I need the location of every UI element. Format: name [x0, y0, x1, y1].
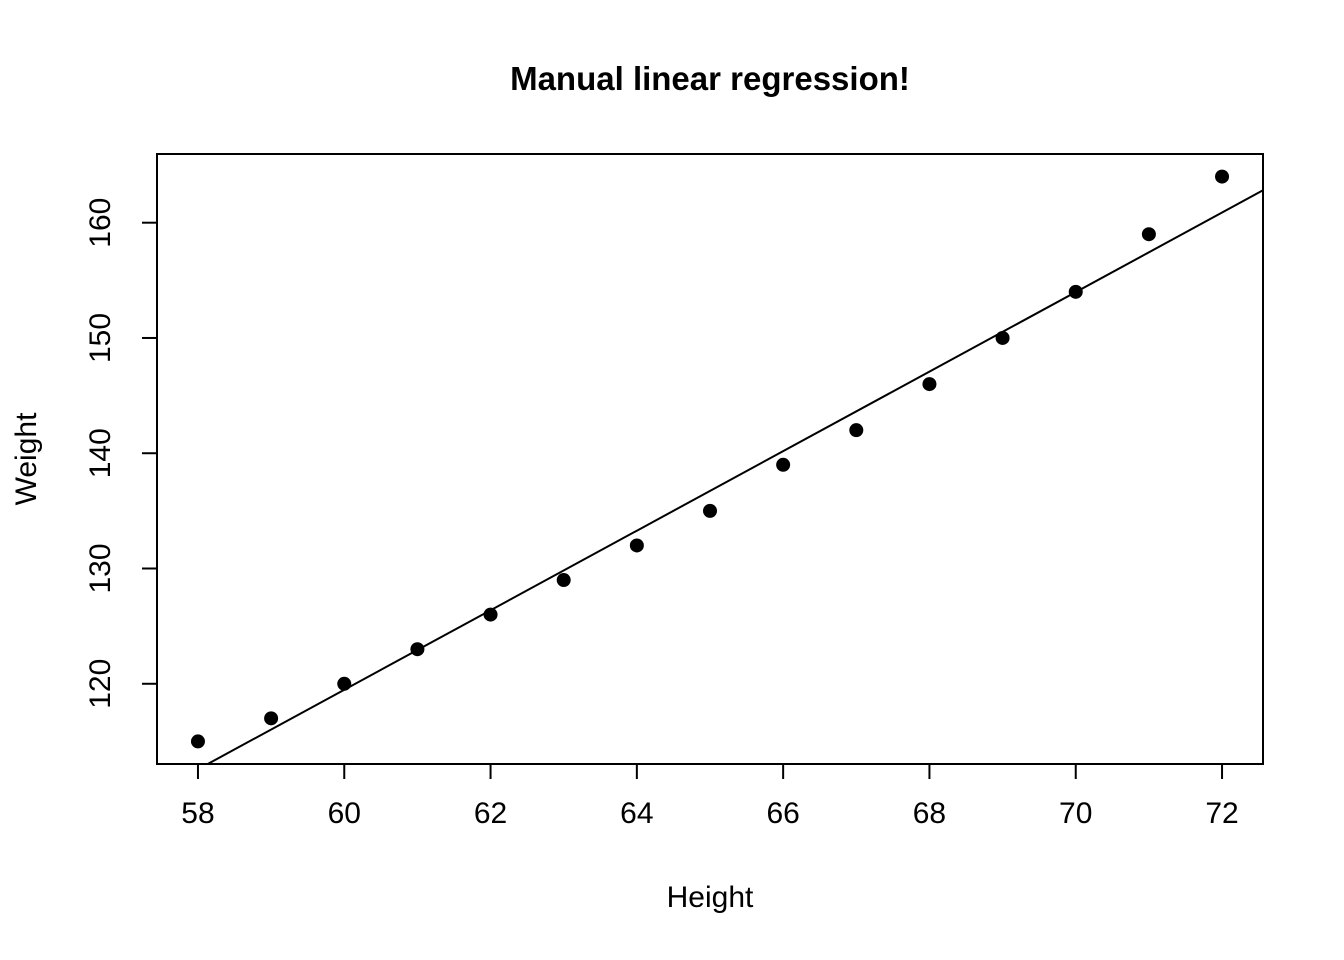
- data-point: [264, 711, 279, 726]
- y-tick-label: 120: [84, 659, 117, 709]
- data-point: [190, 734, 205, 749]
- x-axis-label: Height: [667, 881, 754, 914]
- x-tick-label: 66: [766, 797, 799, 830]
- data-point: [410, 642, 425, 657]
- data-point: [629, 538, 644, 553]
- chart-title: Manual linear regression!: [510, 60, 910, 97]
- y-tick-label: 130: [84, 543, 117, 593]
- x-tick-label: 58: [181, 797, 214, 830]
- regression-line-group: [203, 189, 1264, 765]
- data-point: [776, 457, 791, 472]
- x-tick-label: 62: [474, 797, 507, 830]
- data-point: [556, 573, 571, 588]
- data-point: [922, 377, 937, 392]
- x-tick-label: 64: [620, 797, 653, 830]
- y-axis-label: Weight: [10, 412, 43, 505]
- y-tick-label: 150: [84, 313, 117, 363]
- data-point: [1141, 227, 1156, 242]
- x-axis: 58 60 62 64 66 68 70 72: [181, 764, 1239, 830]
- data-point: [483, 607, 498, 622]
- y-tick-label: 160: [84, 198, 117, 248]
- x-tick-label: 70: [1059, 797, 1092, 830]
- data-point: [703, 503, 717, 518]
- x-tick-label: 68: [913, 797, 946, 830]
- data-point: [1215, 169, 1230, 184]
- y-tick-label: 140: [84, 428, 117, 478]
- plot-box: [156, 153, 1264, 765]
- data-point: [995, 330, 1010, 345]
- data-point: [337, 676, 352, 691]
- data-point: [1068, 284, 1083, 299]
- data-point: [849, 423, 864, 438]
- x-tick-label: 60: [328, 797, 361, 830]
- x-tick-label: 72: [1205, 797, 1238, 830]
- regression-line: [203, 189, 1264, 765]
- scatter-points: [190, 169, 1230, 749]
- y-axis: 120 130 140 150 160: [84, 198, 157, 709]
